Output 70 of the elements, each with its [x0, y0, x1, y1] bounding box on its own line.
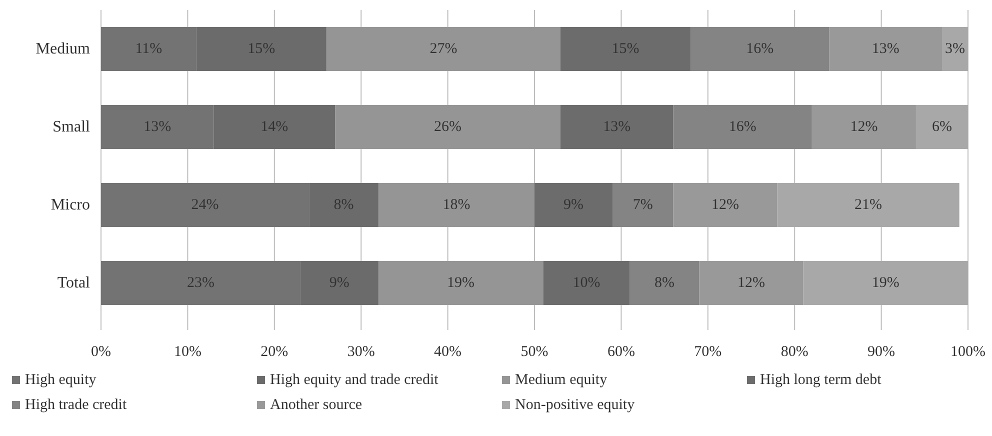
bar	[560, 105, 674, 149]
data-label: 8%	[654, 275, 675, 291]
x-tick-label: 10%	[174, 344, 202, 360]
bar	[777, 183, 960, 227]
data-label: 3%	[944, 41, 965, 57]
x-tick-label: 80%	[780, 344, 808, 360]
x-tick-label: 50%	[520, 344, 548, 360]
legend-label: High trade credit	[25, 397, 128, 413]
data-label: 7%	[632, 197, 653, 213]
legend-label: Another source	[270, 397, 362, 413]
legend-label: High long term debt	[760, 372, 882, 388]
data-label: 27%	[430, 41, 458, 57]
data-label: 13%	[144, 119, 172, 135]
x-tick-label: 100%	[950, 344, 986, 360]
bar	[690, 27, 830, 71]
y-tick-label: Total	[57, 274, 91, 292]
bar	[812, 105, 916, 149]
data-label: 9%	[564, 197, 584, 213]
data-label: 15%	[612, 41, 640, 57]
bar	[829, 27, 942, 71]
legend-label: Medium equity	[515, 372, 608, 388]
bar	[378, 183, 534, 227]
bar	[942, 27, 968, 71]
data-label: 16%	[728, 119, 756, 135]
bar	[673, 105, 812, 149]
data-label: 26%	[434, 119, 462, 135]
data-label: 11%	[135, 41, 162, 57]
legend-label: High equity	[25, 372, 97, 388]
x-tick-label: 40%	[434, 344, 462, 360]
data-label: 21%	[854, 197, 882, 213]
data-label: 19%	[872, 275, 900, 291]
bar	[326, 27, 561, 71]
bar	[534, 183, 613, 227]
data-label: 14%	[260, 119, 288, 135]
bar	[803, 261, 968, 305]
data-label: 13%	[603, 119, 631, 135]
data-label: 12%	[850, 119, 878, 135]
bar	[673, 183, 778, 227]
bar	[916, 105, 968, 149]
data-label: 12%	[738, 275, 765, 291]
data-label: 18%	[442, 197, 470, 213]
y-tick-label: Small	[52, 118, 91, 136]
legend-label: High equity and trade credit	[270, 372, 440, 388]
data-label: 10%	[572, 275, 600, 291]
y-tick-label: Micro	[50, 196, 90, 214]
bar	[699, 261, 804, 305]
legend-label: Non-positive equity	[515, 397, 636, 413]
data-label: 6%	[932, 119, 952, 135]
x-tick-label: 0%	[91, 344, 111, 360]
data-label: 8%	[334, 197, 354, 213]
bar	[612, 183, 674, 227]
data-label: 9%	[329, 275, 350, 291]
data-label: 15%	[248, 41, 276, 57]
bar	[560, 27, 691, 71]
bar	[543, 261, 630, 305]
y-tick-label: Medium	[36, 40, 91, 58]
x-tick-label: 20%	[260, 344, 288, 360]
x-tick-label: 70%	[694, 344, 722, 360]
data-label: 16%	[746, 41, 774, 57]
bar	[335, 105, 561, 149]
data-label: 24%	[191, 197, 219, 213]
x-tick-label: 30%	[347, 344, 375, 360]
data-label: 13%	[872, 41, 900, 57]
bar	[378, 261, 544, 305]
x-tick-label: 90%	[868, 344, 896, 360]
x-tick-label: 60%	[607, 344, 635, 360]
data-label: 12%	[711, 197, 739, 213]
data-label: 23%	[186, 275, 214, 291]
data-label: 19%	[447, 275, 475, 291]
bar	[630, 261, 700, 305]
